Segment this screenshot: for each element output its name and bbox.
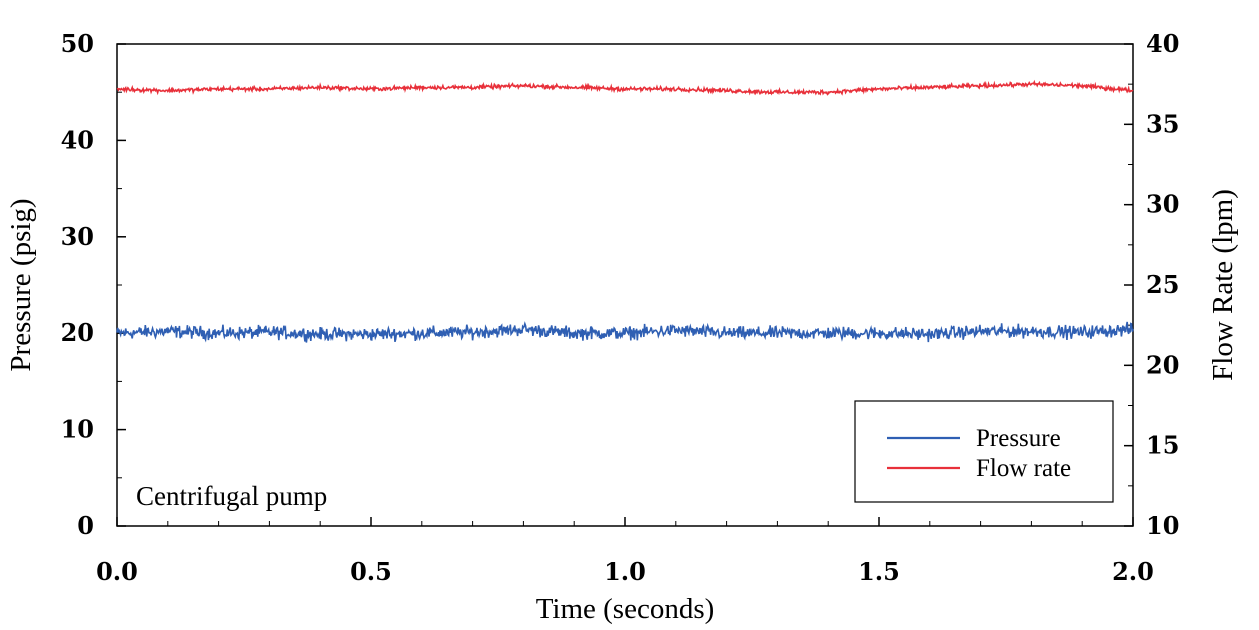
y-tick-label: 10 xyxy=(61,415,94,444)
y2-tick-label: 25 xyxy=(1146,270,1179,299)
x-tick-labels: 0.0 0.5 1.0 1.5 2.0 xyxy=(96,557,1154,586)
y-left-tick-labels: 0 10 20 30 40 50 xyxy=(61,29,94,540)
y2-tick-label: 20 xyxy=(1146,350,1179,379)
y2-tick-label: 40 xyxy=(1146,29,1179,58)
x-tick-label: 1.5 xyxy=(858,557,900,586)
y-tick-label: 30 xyxy=(61,222,94,251)
legend-label-flow-rate: Flow rate xyxy=(976,455,1071,482)
x-tick-label: 2.0 xyxy=(1112,557,1154,586)
y-axis-title: Pressure (psig) xyxy=(5,198,37,371)
chart-annotation: Centrifugal pump xyxy=(136,481,327,511)
y2-tick-label: 35 xyxy=(1146,109,1179,138)
y-right-tick-labels: 10 15 20 25 30 35 40 xyxy=(1146,29,1179,540)
y2-tick-label: 10 xyxy=(1146,511,1179,540)
legend-label-pressure: Pressure xyxy=(976,425,1061,452)
y2-tick-label: 15 xyxy=(1146,431,1179,460)
legend: Pressure Flow rate xyxy=(854,400,1114,503)
x-axis-title: Time (seconds) xyxy=(536,593,715,625)
x-tick-label: 1.0 xyxy=(604,557,646,586)
y-tick-label: 0 xyxy=(77,511,94,540)
series-line-flow-rate xyxy=(116,79,1134,96)
y-tick-label: 50 xyxy=(61,29,94,58)
y2-tick-label: 30 xyxy=(1146,190,1179,219)
x-tick-label: 0.5 xyxy=(350,557,392,586)
series-lines xyxy=(116,79,1134,343)
series-line-pressure xyxy=(116,321,1134,343)
y2-axis-title: Flow Rate (lpm) xyxy=(1207,189,1239,381)
legend-box xyxy=(854,400,1114,503)
x-tick-label: 0.0 xyxy=(96,557,138,586)
y-tick-label: 20 xyxy=(61,318,94,347)
y-tick-label: 40 xyxy=(61,125,94,154)
